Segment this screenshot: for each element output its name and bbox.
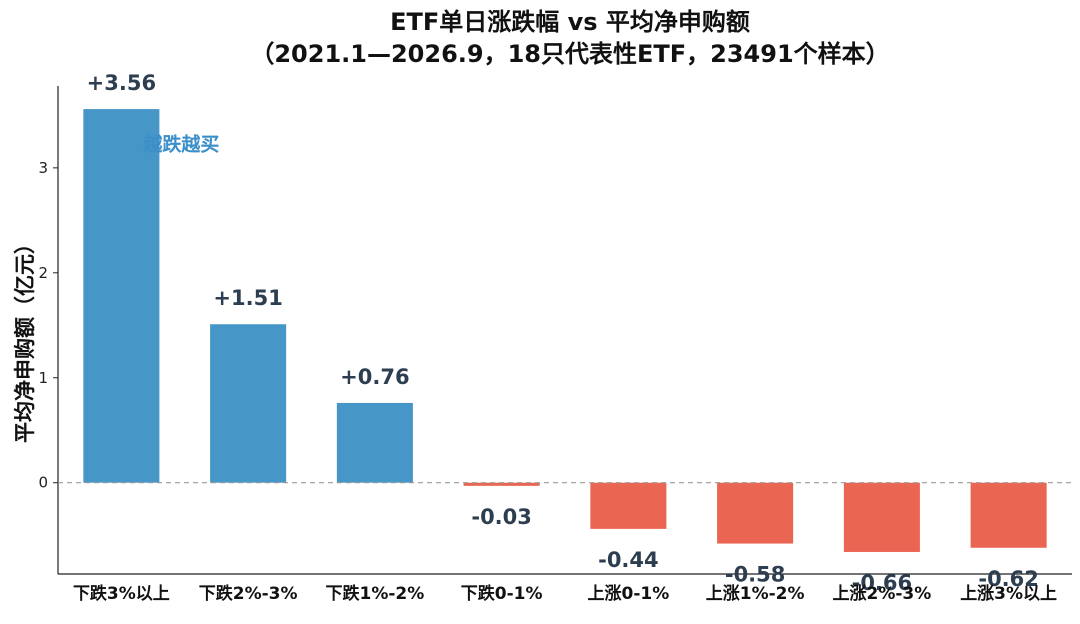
bar (210, 324, 287, 483)
x-tick-label: 下跌0-1% (461, 584, 543, 604)
bar (843, 482, 920, 552)
x-tick-label: 下跌3%以上 (73, 584, 170, 604)
y-tick-label: 1 (38, 369, 48, 387)
bar (336, 402, 413, 483)
data-label: +0.76 (340, 365, 409, 389)
plot-area: 0 1 2 3 +3.56 +1.51 +0.76 -0.03 -0.44 -0.58 -0.66 -… (38, 71, 1072, 604)
bar (970, 482, 1047, 548)
x-tick-label: 上涨0-1% (588, 584, 670, 604)
chart-subtitle: （2021.1—2026.9，18只代表性ETF，23491个样本） (250, 40, 889, 68)
data-label: -0.58 (725, 563, 786, 587)
x-tick-label: 下跌1%-2% (325, 584, 424, 604)
x-tick-label: 下跌2%-3% (199, 584, 298, 604)
data-label: +1.51 (213, 286, 282, 310)
bar (717, 482, 794, 544)
x-tick-label: 上涨1%-2% (706, 584, 805, 604)
y-axis-label: 平均净申购额（亿元） (13, 233, 37, 443)
y-tick-label: 3 (38, 159, 48, 177)
bar (83, 109, 160, 483)
chart-title: ETF单日涨跌幅 vs 平均净申购额 (390, 8, 750, 36)
bar (590, 482, 667, 529)
x-tick-label: 上涨3%以上 (960, 584, 1057, 604)
bar (463, 482, 540, 486)
data-label: +3.56 (87, 71, 156, 95)
annotation-label: 越跌越买 (142, 133, 219, 156)
x-tick-label: 上涨2%-3% (832, 584, 931, 604)
data-label: -0.03 (471, 505, 532, 529)
data-label: -0.62 (978, 567, 1039, 591)
y-tick-label: 2 (38, 264, 48, 282)
y-tick-label: 0 (38, 474, 48, 492)
data-label: -0.66 (852, 571, 913, 595)
data-label: -0.44 (598, 548, 659, 572)
